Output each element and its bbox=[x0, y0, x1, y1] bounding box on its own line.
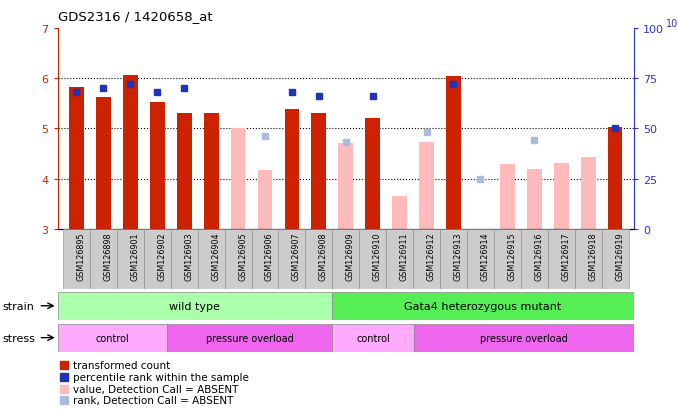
Text: GSM126918: GSM126918 bbox=[588, 232, 597, 280]
Bar bbox=[419, 143, 434, 229]
Text: GSM126913: GSM126913 bbox=[454, 232, 462, 280]
Bar bbox=[500, 164, 515, 229]
Bar bbox=[90, 229, 117, 289]
Bar bbox=[123, 76, 138, 229]
Bar bbox=[554, 163, 569, 229]
Text: GSM126904: GSM126904 bbox=[211, 232, 220, 280]
Bar bbox=[413, 229, 440, 289]
Bar bbox=[527, 169, 542, 229]
Bar bbox=[58, 324, 167, 352]
Bar bbox=[69, 88, 84, 229]
Text: Gata4 heterozygous mutant: Gata4 heterozygous mutant bbox=[404, 301, 561, 311]
Bar bbox=[467, 229, 494, 289]
Text: percentile rank within the sample: percentile rank within the sample bbox=[73, 372, 248, 382]
Bar bbox=[224, 229, 252, 289]
Text: GSM126903: GSM126903 bbox=[184, 232, 193, 280]
Text: transformed count: transformed count bbox=[73, 361, 170, 370]
Text: control: control bbox=[96, 333, 129, 343]
Bar bbox=[63, 229, 90, 289]
Bar bbox=[150, 103, 165, 229]
Bar bbox=[494, 229, 521, 289]
Text: GSM126910: GSM126910 bbox=[373, 232, 382, 280]
Bar bbox=[601, 229, 629, 289]
Text: rank, Detection Call = ABSENT: rank, Detection Call = ABSENT bbox=[73, 395, 233, 405]
Text: strain: strain bbox=[2, 301, 34, 311]
Text: GDS2316 / 1420658_at: GDS2316 / 1420658_at bbox=[58, 10, 212, 23]
Bar bbox=[96, 98, 111, 229]
Bar bbox=[177, 114, 192, 229]
Text: GSM126908: GSM126908 bbox=[319, 232, 328, 280]
Bar bbox=[386, 229, 413, 289]
Text: GSM126906: GSM126906 bbox=[265, 232, 274, 280]
Bar bbox=[575, 229, 601, 289]
Text: GSM126901: GSM126901 bbox=[130, 232, 140, 280]
Text: GSM126916: GSM126916 bbox=[534, 232, 543, 280]
Bar bbox=[338, 144, 353, 229]
Bar bbox=[279, 229, 305, 289]
Text: 100%: 100% bbox=[666, 19, 678, 29]
Bar bbox=[171, 229, 198, 289]
Text: stress: stress bbox=[2, 333, 35, 343]
Text: GSM126902: GSM126902 bbox=[157, 232, 166, 281]
Text: pressure overload: pressure overload bbox=[206, 333, 294, 343]
Text: pressure overload: pressure overload bbox=[480, 333, 568, 343]
Text: GSM126911: GSM126911 bbox=[399, 232, 409, 280]
Bar bbox=[446, 76, 461, 229]
Bar bbox=[581, 158, 595, 229]
Bar bbox=[607, 128, 622, 229]
Bar bbox=[117, 229, 144, 289]
Text: GSM126919: GSM126919 bbox=[615, 232, 624, 281]
Text: GSM126917: GSM126917 bbox=[561, 232, 570, 281]
Bar bbox=[252, 229, 279, 289]
Text: GSM126909: GSM126909 bbox=[346, 232, 355, 281]
Text: GSM126912: GSM126912 bbox=[426, 232, 435, 281]
Bar bbox=[231, 129, 245, 229]
Bar bbox=[167, 324, 332, 352]
Bar bbox=[311, 114, 326, 229]
Bar bbox=[365, 119, 380, 229]
Bar bbox=[414, 324, 634, 352]
Bar bbox=[305, 229, 332, 289]
Bar bbox=[285, 110, 299, 229]
Text: wild type: wild type bbox=[170, 301, 220, 311]
Bar bbox=[440, 229, 467, 289]
Text: value, Detection Call = ABSENT: value, Detection Call = ABSENT bbox=[73, 384, 238, 394]
Text: GSM126907: GSM126907 bbox=[292, 232, 301, 281]
Bar bbox=[198, 229, 224, 289]
Text: control: control bbox=[357, 333, 390, 343]
Bar bbox=[258, 170, 273, 229]
Bar bbox=[332, 229, 359, 289]
Bar bbox=[203, 114, 218, 229]
Text: GSM126895: GSM126895 bbox=[77, 232, 85, 281]
Bar bbox=[393, 197, 407, 229]
Text: GSM126914: GSM126914 bbox=[481, 232, 490, 280]
Bar bbox=[359, 229, 386, 289]
Bar bbox=[521, 229, 548, 289]
Bar bbox=[144, 229, 171, 289]
Bar bbox=[332, 324, 414, 352]
Text: GSM126905: GSM126905 bbox=[238, 232, 247, 281]
Bar bbox=[58, 292, 332, 320]
Text: GSM126915: GSM126915 bbox=[507, 232, 517, 281]
Bar bbox=[332, 292, 634, 320]
Text: GSM126898: GSM126898 bbox=[104, 232, 113, 280]
Bar bbox=[548, 229, 575, 289]
